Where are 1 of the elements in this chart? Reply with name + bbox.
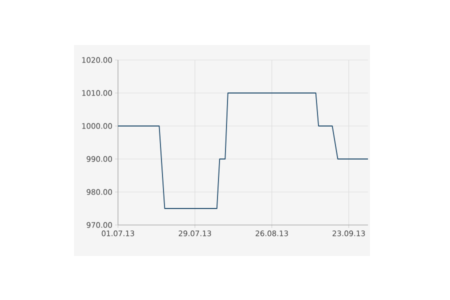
line-series <box>118 92 368 209</box>
